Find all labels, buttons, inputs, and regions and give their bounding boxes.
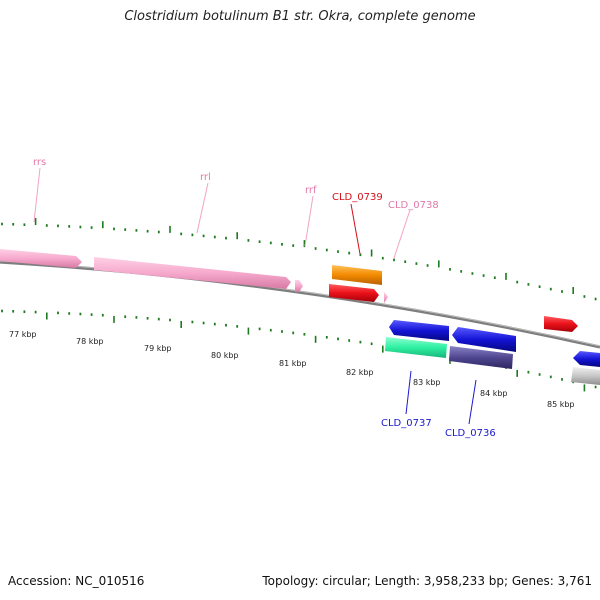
cld-0740-gene-arrow[interactable] [329, 284, 379, 302]
cld-0737-gene-arrow[interactable] [385, 337, 447, 358]
rrs-gene-arrow[interactable] [0, 249, 82, 268]
blue-gene-arrow-2[interactable] [452, 327, 516, 352]
blue-gene-arrow-1[interactable] [389, 320, 449, 341]
cld-0738-leader-line [393, 209, 411, 259]
cld-0738-gene-arrow[interactable] [384, 292, 388, 303]
accession-text: Accession: NC_010516 [8, 574, 145, 588]
outer-tick-row [1, 218, 597, 301]
rrf-label: rrf [305, 185, 317, 196]
red-gene-arrow-right[interactable] [544, 316, 578, 332]
kbp-label: 81 kbp [279, 359, 307, 368]
cld-0739-leader-line [350, 203, 361, 255]
blue-gene-arrow-3[interactable] [573, 351, 600, 367]
kbp-label: 79 kbp [144, 344, 172, 353]
cld-0739-gene-arrow[interactable] [332, 265, 382, 285]
inner-tick-row [1, 309, 597, 392]
kbp-label: 82 kbp [346, 368, 374, 377]
rrs-label: rrs [33, 157, 46, 168]
kbp-label: 77 kbp [9, 330, 37, 339]
kbp-label: 78 kbp [76, 337, 104, 346]
genome-backbone-highlight [0, 260, 600, 347]
rrs-leader-line [33, 167, 41, 223]
map-title: Clostridium botulinum B1 str. Okra, comp… [124, 9, 476, 24]
genome-backbone [0, 260, 600, 349]
kbp-label: 83 kbp [413, 378, 441, 387]
rrl-gene-arrow[interactable] [94, 257, 291, 289]
kbp-label: 85 kbp [547, 400, 575, 409]
rrl-leader-line [196, 182, 209, 234]
cld-0736-label: CLD_0736 [445, 428, 496, 439]
rrl-label: rrl [200, 172, 211, 183]
grey-gene-arrow[interactable] [571, 367, 600, 385]
cld-0737-leader-line [405, 370, 412, 415]
kbp-label: 80 kbp [211, 351, 239, 360]
cld-0739-label: CLD_0739 [332, 192, 383, 203]
rrf-leader-line [304, 195, 314, 247]
cld-0737-label: CLD_0737 [381, 418, 432, 429]
cld-0736-gene-arrow[interactable] [449, 346, 513, 369]
rrf-gene-arrow[interactable] [295, 280, 303, 292]
cld-0736-leader-line [468, 379, 477, 425]
cld-0738-label: CLD_0738 [388, 200, 439, 211]
kbp-label: 84 kbp [480, 389, 508, 398]
genome-stats-text: Topology: circular; Length: 3,958,233 bp… [262, 574, 592, 588]
